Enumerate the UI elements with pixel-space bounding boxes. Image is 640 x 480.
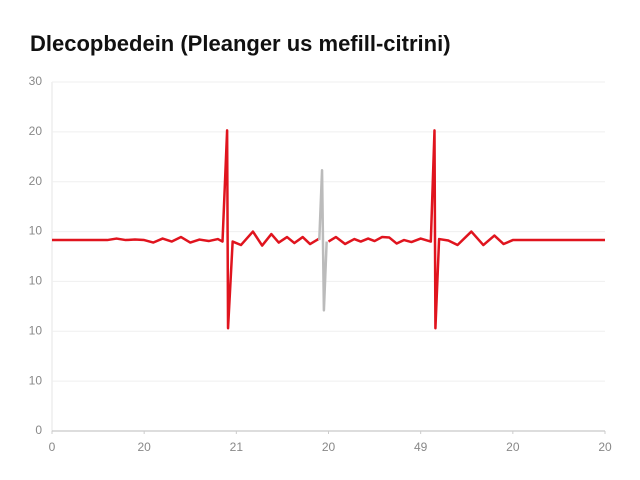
x-tick-label: 49 [414, 440, 428, 454]
y-tick-label: 20 [29, 174, 43, 188]
x-tick-label: 20 [598, 440, 612, 454]
x-tick-label: 20 [137, 440, 151, 454]
chart-title: Dlecopbedein (Pleanger us mefill-citrini… [30, 31, 451, 56]
y-tick-label: 10 [29, 373, 43, 387]
y-tick-label: 30 [29, 74, 43, 88]
line-series [52, 129, 605, 330]
y-tick-label: 10 [29, 323, 43, 337]
y-tick-label: 10 [29, 274, 43, 288]
line-series [318, 168, 328, 312]
x-tick-label: 21 [230, 440, 244, 454]
y-tick-label: 10 [29, 224, 43, 238]
y-tick-label: 0 [35, 423, 42, 437]
y-tick-label: 20 [29, 124, 43, 138]
x-tick-label: 0 [49, 440, 56, 454]
x-tick-label: 20 [322, 440, 336, 454]
x-tick-label: 20 [506, 440, 520, 454]
